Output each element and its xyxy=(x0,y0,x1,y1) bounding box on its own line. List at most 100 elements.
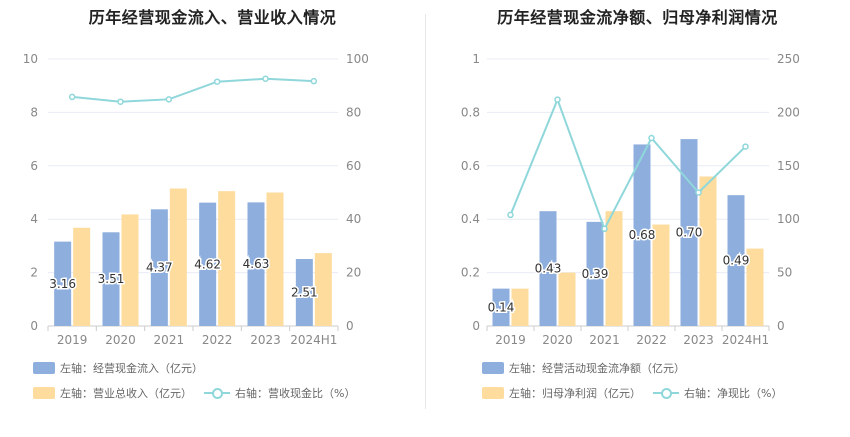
line-point xyxy=(554,96,561,103)
legend-line-marker xyxy=(653,387,679,399)
legend-swatch xyxy=(482,362,504,374)
bar-net-cash-flow xyxy=(727,195,745,326)
data-label: 4.62 xyxy=(194,257,221,271)
x-axis-tick: 2022 xyxy=(202,333,233,347)
line-point xyxy=(117,98,124,105)
left-axis-tick: 0.6 xyxy=(461,159,480,173)
right-axis-tick: 250 xyxy=(777,52,800,66)
right-axis-tick: 0 xyxy=(777,319,785,333)
right-axis-tick: 0 xyxy=(346,319,354,333)
bar-cash-inflow xyxy=(150,209,168,326)
x-axis-tick: 2022 xyxy=(636,333,667,347)
left-axis-tick: 2 xyxy=(30,266,38,280)
right-axis-tick: 50 xyxy=(777,266,792,280)
bar-net-cash-flow xyxy=(633,144,651,326)
legend-line-marker xyxy=(204,387,230,399)
right-axis-tick: 100 xyxy=(346,52,369,66)
legend-item-revenue[interactable]: 左轴：营业总收入（亿元） xyxy=(33,385,192,401)
legend-item-cash-ratio[interactable]: 右轴：营收现金比（%） xyxy=(204,385,355,401)
x-axis-tick: 2020 xyxy=(105,333,136,347)
chart-title: 历年经营现金流入、营业收入情况 xyxy=(88,8,337,27)
right-axis-tick: 60 xyxy=(346,159,361,173)
legend-item-cash-inflow[interactable]: 左轴：经营现金流入（亿元） xyxy=(33,360,203,376)
line-point xyxy=(68,93,76,101)
legend-swatch xyxy=(482,387,504,399)
left-axis-tick: 0 xyxy=(30,319,38,333)
legend-item-net-cash-ratio[interactable]: 右轴：净现比（%） xyxy=(653,385,782,401)
legend-item-net-profit[interactable]: 左轴：归母净利润（亿元） xyxy=(482,385,641,401)
bar-cash-inflow xyxy=(199,202,217,326)
left-axis-tick: 10 xyxy=(23,52,38,66)
bar-net-cash-flow xyxy=(539,211,557,326)
line-series xyxy=(509,96,747,232)
right-axis-tick: 200 xyxy=(777,105,800,119)
line-series xyxy=(72,77,314,103)
bar-net-profit xyxy=(605,211,623,326)
x-axis-tick: 2024H1 xyxy=(722,333,769,347)
legend-label: 右轴：营收现金比（%） xyxy=(235,387,356,400)
data-label: 4.37 xyxy=(146,261,173,275)
legend-swatch xyxy=(33,387,55,399)
x-axis-tick: 2021 xyxy=(154,333,185,347)
x-axis-tick: 2020 xyxy=(542,333,573,347)
bar-net-profit xyxy=(558,272,576,326)
right-axis-tick: 100 xyxy=(777,212,800,226)
panel-divider xyxy=(425,14,426,409)
bar-net-cash-flow xyxy=(492,288,510,326)
left-axis-tick: 0 xyxy=(472,319,480,333)
x-axis-tick: 2024H1 xyxy=(290,333,337,347)
left-axis-tick: 0.2 xyxy=(461,266,480,280)
right-axis-tick: 20 xyxy=(346,266,361,280)
data-label: 0.43 xyxy=(535,262,562,276)
line-point xyxy=(742,143,749,150)
legend-label: 右轴：净现比（%） xyxy=(684,387,783,400)
data-label: 0.14 xyxy=(488,300,515,314)
legend-item-net-cash-flow[interactable]: 左轴：经营活动现金流净额（亿元） xyxy=(482,360,685,376)
line-point xyxy=(695,189,702,196)
line-point xyxy=(262,75,269,83)
left-axis-tick: 1 xyxy=(472,52,480,66)
data-label: 4.63 xyxy=(243,257,270,271)
right-axis-tick: 40 xyxy=(346,212,361,226)
x-axis-tick: 2019 xyxy=(495,333,526,347)
legend-swatch xyxy=(33,362,55,374)
chart-title: 历年经营现金流净额、归母净利润情况 xyxy=(497,8,778,27)
line-point xyxy=(648,134,655,142)
bar-revenue xyxy=(218,191,236,326)
left-axis-tick: 0.8 xyxy=(461,105,480,119)
bar-net-profit xyxy=(652,224,670,326)
x-axis-tick: 2023 xyxy=(250,333,281,347)
chart-panel-left: 历年经营现金流入、营业收入情况 0 2 4 6 8 10 0 20 40 60 80 100 2019 2… xyxy=(23,8,369,401)
bar-net-profit xyxy=(511,288,529,326)
chart-panel-right: 历年经营现金流净额、归母净利润情况 0 0.2 0.4 0.6 0.8 1 0 50 100 15… xyxy=(425,0,850,437)
bar-revenue xyxy=(121,214,139,326)
left-axis-tick: 8 xyxy=(30,105,38,119)
line-point xyxy=(310,77,318,85)
bar-net-profit xyxy=(699,176,717,326)
data-label: 0.39 xyxy=(582,267,609,281)
data-label: 2.51 xyxy=(291,285,318,299)
legend-label: 左轴：经营活动现金流净额（亿元） xyxy=(509,362,685,375)
right-axis-tick: 150 xyxy=(777,159,800,173)
bar-net-profit xyxy=(746,248,764,326)
legend-label: 左轴：经营现金流入（亿元） xyxy=(60,362,203,375)
bar-cash-inflow xyxy=(247,202,265,326)
bar-revenue xyxy=(266,192,284,326)
left-axis-tick: 0.4 xyxy=(461,212,480,226)
x-axis-tick: 2019 xyxy=(57,333,88,347)
line-point xyxy=(507,211,514,219)
left-axis-tick: 6 xyxy=(30,159,38,173)
data-label: 3.51 xyxy=(98,272,125,286)
bar-revenue xyxy=(314,253,332,326)
line-point xyxy=(601,225,608,233)
bar-cash-inflow xyxy=(102,232,120,326)
data-label: 3.16 xyxy=(49,277,76,291)
bar-revenue xyxy=(169,188,187,326)
data-label: 0.70 xyxy=(676,226,703,240)
line-point xyxy=(165,96,173,103)
chart-canvas: 0 0.2 0.4 0.6 0.8 1 0 50 100 150 200 250 2019 2020 202… xyxy=(461,52,800,347)
data-label: 0.49 xyxy=(723,254,750,268)
bar-net-cash-flow xyxy=(586,221,604,326)
